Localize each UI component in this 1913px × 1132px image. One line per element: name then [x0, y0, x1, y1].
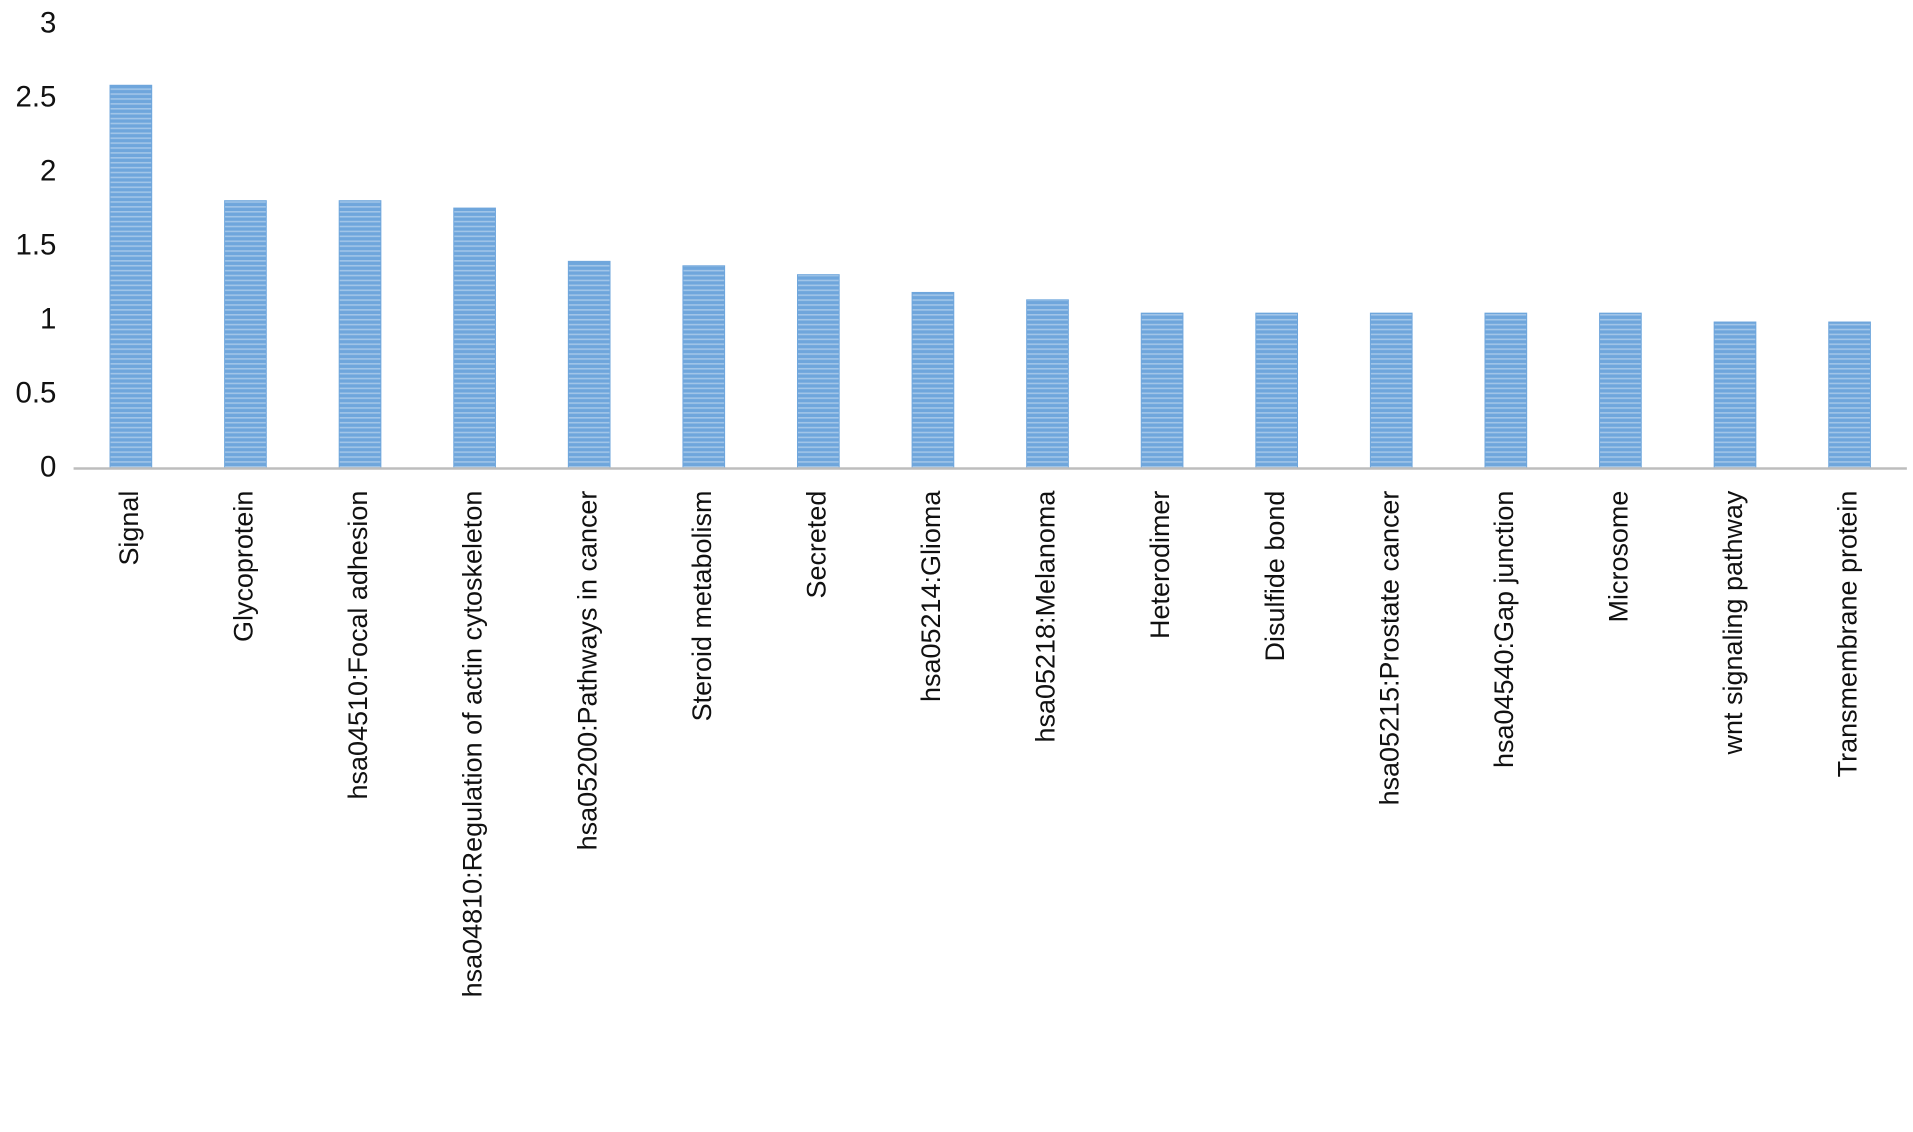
bar [1255, 312, 1299, 470]
y-tick-label: 1 [40, 302, 56, 335]
y-tick-label: 1.5 [16, 228, 57, 261]
bar [1484, 312, 1528, 470]
bar [682, 265, 726, 470]
x-tick-label: Microsome [1604, 491, 1634, 623]
bar [911, 291, 955, 470]
x-tick-label: hsa05200:Pathways in cancer [572, 491, 602, 851]
y-tick-label: 0 [40, 450, 56, 483]
x-tick-label: hsa05214:Glioma [916, 491, 946, 702]
x-tick-label: hsa05215:Prostate cancer [1374, 491, 1404, 806]
bar [1599, 312, 1642, 470]
y-tick-label: 2.5 [16, 80, 57, 113]
bar [1140, 312, 1184, 470]
x-tick-label: Disulfide bond [1260, 491, 1290, 662]
x-tick-label: hsa04810:Regulation of actin cytoskeleto… [458, 491, 488, 998]
bar [109, 84, 153, 470]
bar [1369, 312, 1413, 470]
x-tick-label: Heterodimer [1145, 491, 1175, 639]
bar [1828, 321, 1871, 470]
bar [453, 207, 496, 470]
bar [1026, 299, 1069, 470]
x-tick-label: wnt signaling pathway [1718, 490, 1748, 755]
x-tick-label: Glycoprotein [229, 491, 259, 642]
x-tick-label: Signal [114, 491, 144, 566]
bar [797, 274, 840, 470]
y-tick-label: 2 [40, 154, 56, 187]
x-tick-label: hsa04510:Focal adhesion [343, 491, 373, 800]
y-tick-label: 0.5 [16, 376, 57, 409]
x-tick-label: Transmembrane protein [1833, 491, 1863, 778]
x-tick-label: hsa05218:Melanoma [1031, 491, 1061, 743]
x-tick-label: hsa04540:Gap junction [1489, 491, 1519, 768]
x-tick-label: Secreted [801, 491, 831, 599]
x-tick-label: Steroid metabolism [687, 491, 717, 722]
bar [567, 260, 611, 470]
bar [224, 200, 267, 470]
y-tick-label: 3 [40, 6, 56, 39]
bar [1713, 321, 1757, 470]
bar [338, 200, 382, 470]
